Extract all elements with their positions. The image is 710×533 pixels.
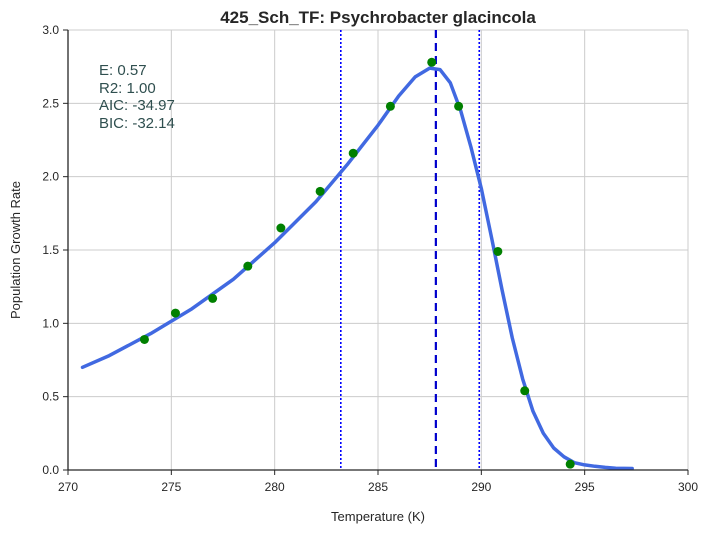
data-point xyxy=(170,308,180,318)
y-tick-label: 1.5 xyxy=(42,243,59,257)
y-tick-label: 1.0 xyxy=(42,316,59,330)
data-point xyxy=(454,101,464,111)
x-tick-label: 280 xyxy=(265,480,285,494)
data-point xyxy=(493,246,503,256)
grid xyxy=(68,29,689,470)
data-point xyxy=(427,57,437,67)
data-point xyxy=(385,101,395,111)
data-point xyxy=(276,223,286,233)
data-point xyxy=(520,386,530,396)
data-point xyxy=(139,334,149,344)
stat-r2: R2: 1.00 xyxy=(99,80,156,97)
data-point xyxy=(565,459,575,469)
data-point xyxy=(208,293,218,303)
x-axis-ticks: 270 275 280 285 290 295 300 xyxy=(58,470,698,494)
data-point xyxy=(243,261,253,271)
stat-e: E: 0.57 xyxy=(99,62,147,79)
stat-aic: AIC: -34.97 xyxy=(99,97,175,114)
x-tick-label: 285 xyxy=(368,480,388,494)
chart-title: 425_Sch_TF: Psychrobacter glacincola xyxy=(220,8,536,27)
reference-lines xyxy=(339,30,481,470)
data-points xyxy=(139,57,575,469)
y-tick-label: 0.0 xyxy=(42,463,59,477)
x-tick-label: 290 xyxy=(471,480,491,494)
data-point xyxy=(315,186,325,196)
data-point xyxy=(348,148,358,158)
y-tick-label: 3.0 xyxy=(42,23,59,37)
fit-statistics: E: 0.57 R2: 1.00 AIC: -34.97 BIC: -32.14 xyxy=(99,62,175,132)
x-axis-label: Temperature (K) xyxy=(331,509,425,524)
x-tick-label: 275 xyxy=(161,480,181,494)
y-tick-label: 2.5 xyxy=(42,96,59,110)
y-tick-label: 0.5 xyxy=(42,390,59,404)
y-axis-ticks: 0.0 0.5 1.0 1.5 2.0 2.5 3.0 xyxy=(42,23,68,477)
x-tick-label: 270 xyxy=(58,480,78,494)
x-tick-label: 295 xyxy=(575,480,595,494)
y-axis-label: Population Growth Rate xyxy=(8,181,23,319)
stat-bic: BIC: -32.14 xyxy=(99,115,175,132)
x-tick-label: 300 xyxy=(678,480,698,494)
y-tick-label: 2.0 xyxy=(42,170,59,184)
